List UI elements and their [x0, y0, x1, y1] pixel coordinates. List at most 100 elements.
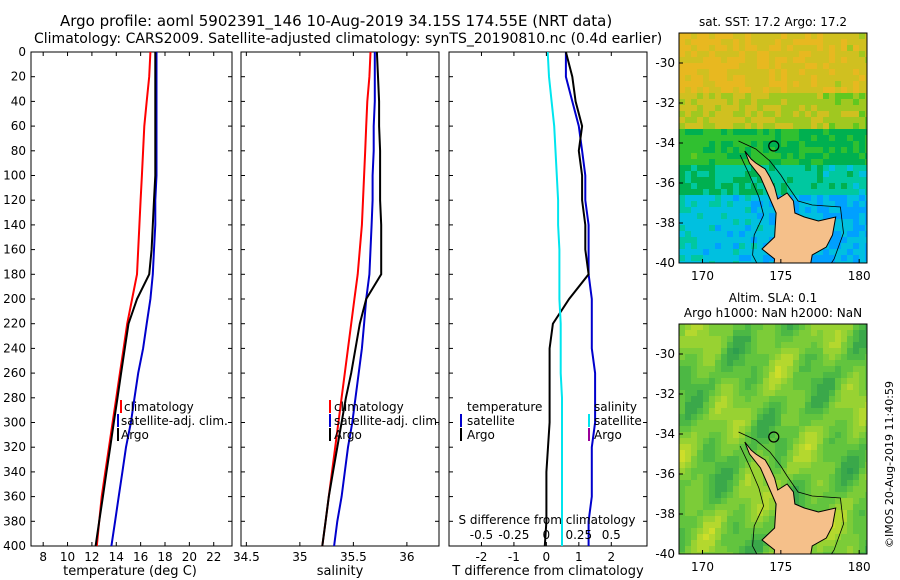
map-cell: [739, 510, 745, 516]
s-x-tick-label: -0.25: [498, 528, 529, 542]
map-cell: [697, 396, 703, 402]
map-cell: [697, 225, 703, 231]
map-cell: [853, 117, 859, 123]
map-cell: [715, 468, 721, 474]
map-cell: [841, 219, 847, 225]
map-cell: [775, 450, 781, 456]
map-cell: [727, 414, 733, 420]
map-cell: [817, 195, 823, 201]
map-cell: [715, 354, 721, 360]
map-cell: [763, 384, 769, 390]
map-cell: [691, 516, 697, 522]
map-cell: [703, 462, 709, 468]
map-cell: [811, 360, 817, 366]
map-cell: [793, 420, 799, 426]
map-cell: [745, 231, 751, 237]
figure-title-line2: Climatology: CARS2009. Satellite-adjuste…: [34, 31, 662, 47]
map-cell: [745, 219, 751, 225]
map-cell: [691, 135, 697, 141]
map-cell: [817, 420, 823, 426]
map-cell: [685, 99, 691, 105]
map-cell: [751, 201, 757, 207]
map-y-tick-label: -34: [655, 136, 675, 150]
map-cell: [823, 450, 829, 456]
map-cell: [697, 93, 703, 99]
map-cell: [793, 159, 799, 165]
map-cell: [841, 207, 847, 213]
map-cell: [739, 225, 745, 231]
map-cell: [835, 462, 841, 468]
map-cell: [745, 330, 751, 336]
map-cell: [679, 426, 685, 432]
map-cell: [745, 402, 751, 408]
map-cell: [787, 468, 793, 474]
map-cell: [697, 378, 703, 384]
map-cell: [865, 51, 867, 57]
map-cell: [817, 462, 823, 468]
map-cell: [739, 348, 745, 354]
map-cell: [805, 141, 811, 147]
map-cell: [691, 474, 697, 480]
map-cell: [859, 408, 865, 414]
legend-label-satellite-adj: satellite-adj. clim.: [121, 414, 228, 428]
map-cell: [733, 237, 739, 243]
map-cell: [769, 111, 775, 117]
map-cell: [745, 516, 751, 522]
map-cell: [829, 504, 835, 510]
map-cell: [757, 372, 763, 378]
map-cell: [859, 528, 865, 534]
map-cell: [745, 189, 751, 195]
map-cell: [847, 189, 853, 195]
map-cell: [751, 516, 757, 522]
map-cell: [733, 117, 739, 123]
map-cell: [859, 45, 865, 51]
map-cell: [727, 141, 733, 147]
map-cell: [685, 93, 691, 99]
map-cell: [787, 111, 793, 117]
map-cell: [697, 255, 703, 261]
map-cell: [865, 504, 867, 510]
map-cell: [805, 408, 811, 414]
map-cell: [841, 231, 847, 237]
map-cell: [757, 492, 763, 498]
map-cell: [709, 231, 715, 237]
map-cell: [847, 231, 853, 237]
map-cell: [721, 450, 727, 456]
map-cell: [829, 33, 835, 39]
map-cell: [811, 63, 817, 69]
map-cell: [709, 183, 715, 189]
depth-tick-label: 40: [11, 94, 26, 108]
map-cell: [715, 546, 721, 552]
map-cell: [697, 444, 703, 450]
map-cell: [691, 69, 697, 75]
map-cell: [775, 75, 781, 81]
map-cell: [739, 384, 745, 390]
map-cell: [835, 534, 841, 540]
map-cell: [739, 63, 745, 69]
map-cell: [859, 384, 865, 390]
map-cell: [739, 456, 745, 462]
map-cell: [763, 129, 769, 135]
map-cell: [853, 390, 859, 396]
map-cell: [835, 384, 841, 390]
map-cell: [691, 225, 697, 231]
map-cell: [709, 504, 715, 510]
map-cell: [751, 480, 757, 486]
map-cell: [847, 432, 853, 438]
map-cell: [727, 189, 733, 195]
map-cell: [835, 249, 841, 255]
map-cell: [727, 330, 733, 336]
map-cell: [697, 147, 703, 153]
map-cell: [847, 99, 853, 105]
map-cell: [751, 384, 757, 390]
map-cell: [775, 426, 781, 432]
map-cell: [733, 504, 739, 510]
map-cell: [811, 414, 817, 420]
map-cell: [823, 93, 829, 99]
map-cell: [835, 402, 841, 408]
map-cell: [817, 480, 823, 486]
map-cell: [721, 225, 727, 231]
map-cell: [835, 117, 841, 123]
map-cell: [781, 129, 787, 135]
map-cell: [769, 57, 775, 63]
